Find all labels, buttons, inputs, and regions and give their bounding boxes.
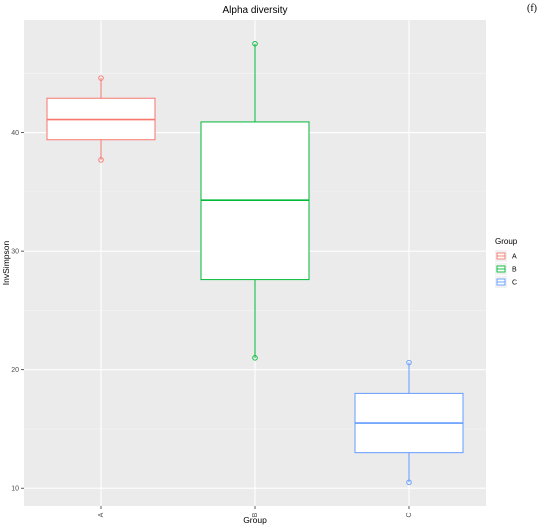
y-tick-label: 30	[11, 249, 19, 256]
x-tick-label: C	[406, 512, 413, 517]
box-group-b	[200, 40, 310, 361]
y-axis-label: InvSimpson	[1, 241, 11, 286]
y-axis: 10 20 30 40	[11, 130, 24, 493]
legend-item-b: B	[495, 263, 517, 275]
x-tick-label: A	[98, 512, 105, 517]
box-group-c	[354, 359, 464, 486]
y-tick-label: 20	[11, 367, 19, 374]
data-point	[406, 479, 412, 486]
chart-title: Alpha diversity	[222, 5, 287, 16]
legend-label: B	[512, 267, 517, 274]
legend-label: C	[512, 280, 517, 287]
legend: Group ABC	[495, 237, 518, 288]
legend-item-c: C	[495, 276, 517, 288]
legend-label: A	[512, 254, 517, 261]
data-point	[98, 75, 104, 81]
legend-item-a: A	[495, 250, 517, 262]
box-series	[46, 40, 464, 486]
y-tick-label: 10	[11, 486, 19, 493]
data-point	[252, 355, 258, 361]
data-point	[252, 40, 258, 47]
data-point	[406, 359, 412, 366]
legend-title: Group	[495, 237, 518, 246]
x-axis-label: Group	[243, 515, 267, 525]
data-point	[98, 157, 104, 163]
x-axis: A B C	[98, 506, 413, 518]
y-tick-label: 40	[11, 130, 19, 137]
x-tick-label: B	[252, 512, 259, 517]
panel-tag: (f)	[527, 3, 537, 14]
box-group-a	[46, 75, 156, 163]
